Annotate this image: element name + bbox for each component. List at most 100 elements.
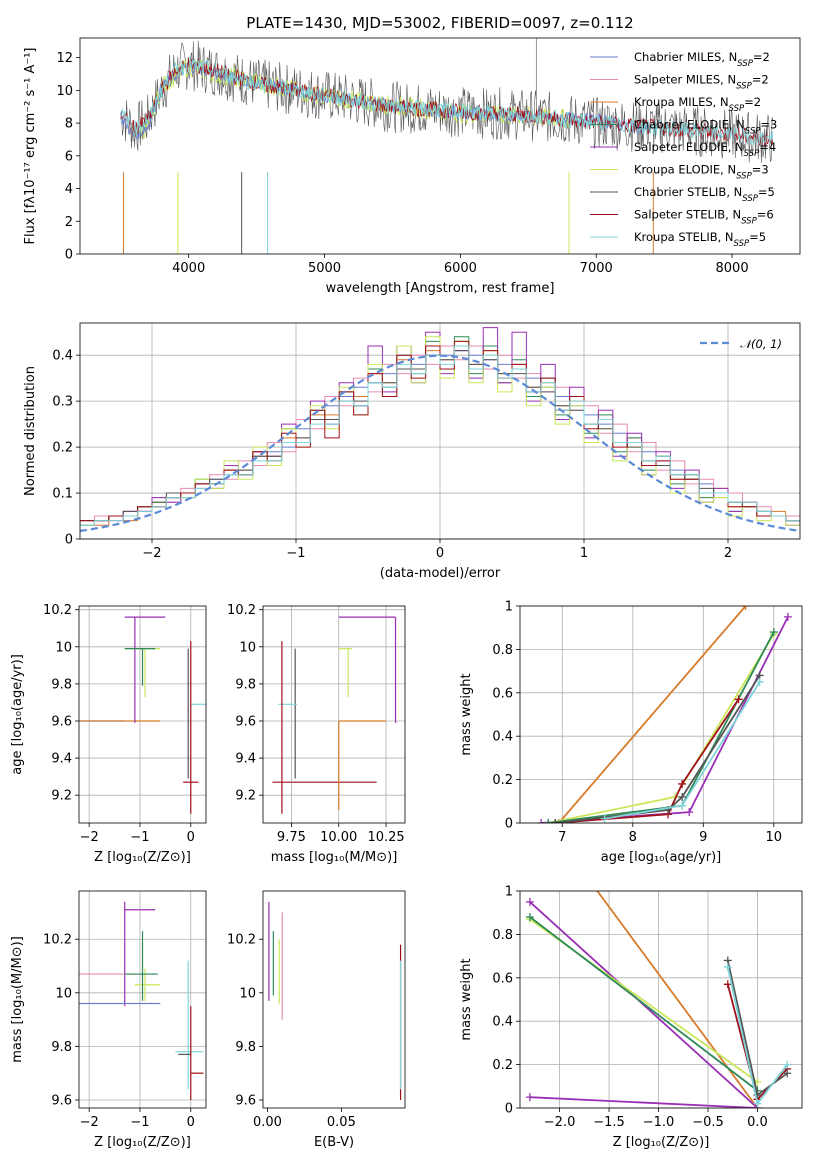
weight-line bbox=[558, 606, 747, 823]
weight-marker bbox=[537, 819, 546, 823]
y-tick-label: 0.6 bbox=[492, 971, 513, 986]
weight-marker bbox=[783, 1060, 792, 1069]
weight-marker bbox=[734, 695, 743, 704]
weight-marker bbox=[723, 980, 732, 989]
weight-marker bbox=[600, 814, 609, 823]
y-axis-label: Normed distribution bbox=[23, 366, 38, 496]
weight-marker bbox=[585, 876, 593, 884]
x-tick-label: −1 bbox=[130, 1115, 149, 1130]
y-tick-label: 0 bbox=[65, 248, 73, 263]
x-tick-label: 10.00 bbox=[320, 830, 357, 845]
x-tick-label: 0 bbox=[436, 546, 444, 561]
x-axis-label: (data-model)/error bbox=[380, 566, 501, 581]
y-tick-label: 0.2 bbox=[52, 441, 73, 456]
x-tick-label: 8 bbox=[629, 830, 637, 845]
weight-marker bbox=[783, 1069, 792, 1078]
weight-marker bbox=[755, 677, 764, 686]
y-tick-label: 9.8 bbox=[51, 1040, 72, 1055]
x-axis-label: Z [log₁₀(Z/Z⊙)] bbox=[613, 1135, 710, 1150]
weight-marker bbox=[678, 779, 687, 788]
y-tick-label: 0.6 bbox=[492, 686, 513, 701]
y-tick-label: 9.6 bbox=[235, 1093, 256, 1108]
y-tick-label: 1 bbox=[505, 600, 513, 615]
y-tick-label: 9.8 bbox=[235, 677, 256, 692]
weight-line bbox=[529, 901, 759, 1108]
plot-area bbox=[79, 616, 206, 814]
histogram-step bbox=[80, 345, 800, 531]
weight-line bbox=[596, 891, 759, 1108]
weight-marker bbox=[741, 606, 750, 610]
axes-mass-weight-vs-age: 7 8 9 10 0 0.2 0.4 0.6 0.8 1 age [log₁₀(age/yr)] ma… bbox=[459, 600, 803, 865]
x-tick-label: 2 bbox=[724, 546, 732, 561]
x-axis-label: Z [log₁₀(Z/Z⊙)] bbox=[94, 1135, 191, 1150]
y-tick-label: 9.6 bbox=[51, 714, 72, 729]
y-tick-label: 10.2 bbox=[43, 603, 72, 618]
y-tick-label: 9.8 bbox=[235, 1040, 256, 1055]
y-tick-label: 0.8 bbox=[492, 928, 513, 943]
chart-panels: 4000 5000 6000 7000 8000024681012wavelength … bbox=[10, 37, 803, 1150]
y-axis-label: mass [log₁₀(M/M⊙)] bbox=[10, 936, 25, 1063]
y-tick-label: 0.4 bbox=[52, 349, 73, 364]
axes-age-vs-mass: 9.75 10.00 10.25 9.2 9.4 9.6 9.8 10 10.2 mass [lo… bbox=[227, 603, 406, 865]
y-tick-label: 0.8 bbox=[492, 643, 513, 658]
y-tick-label: 1 bbox=[505, 885, 513, 900]
gaussian-legend-label: 𝒩(0, 1) bbox=[740, 337, 782, 351]
figure-title: PLATE=1430, MJD=53002, FIBERID=0097, z=0… bbox=[246, 14, 633, 32]
y-tick-label: 9.4 bbox=[235, 752, 256, 767]
y-axis-label: age [log₁₀(age/yr)] bbox=[10, 654, 25, 775]
axis-frame bbox=[519, 890, 803, 1109]
x-tick-label: −1.0 bbox=[643, 1115, 675, 1130]
axes-mass-vs-Z: −2 −1 0 9.6 9.8 10 10.2 Z [log₁₀(Z/Z⊙)] mass [lo… bbox=[10, 890, 207, 1150]
y-tick-label: 9.4 bbox=[51, 752, 72, 767]
y-axis-label: Flux [fλ10⁻¹⁷ erg cm⁻² s⁻¹ A⁻¹] bbox=[23, 48, 38, 245]
x-tick-label: 6000 bbox=[444, 261, 477, 276]
legend-label: Salpeter ELODIE, NSSP=4 bbox=[634, 140, 776, 159]
plot-area bbox=[272, 616, 397, 814]
y-tick-label: 0.4 bbox=[492, 730, 513, 745]
x-axis-label: mass [log₁₀(M/M⊙)] bbox=[271, 850, 398, 865]
y-tick-label: 10.2 bbox=[227, 933, 256, 948]
legend-label: Chabrier STELIB, NSSP=5 bbox=[634, 185, 775, 204]
x-tick-label: 0.05 bbox=[327, 1115, 356, 1130]
x-tick-label: 9.75 bbox=[277, 830, 306, 845]
x-tick-label: 0 bbox=[187, 1115, 195, 1130]
x-tick-label: −0.5 bbox=[692, 1115, 724, 1130]
y-tick-label: 0.2 bbox=[492, 773, 513, 788]
weight-marker bbox=[678, 801, 687, 810]
y-tick-label: 10 bbox=[55, 640, 72, 655]
axis-frame bbox=[519, 605, 803, 824]
axes-mass-weight-vs-Z: −2.0 −1.5 −1.0 −0.5 0.0 0 0.2 0.4 0.6 0.8 1 Z [log₁… bbox=[459, 876, 803, 1150]
axes-age-vs-Z: −2 −1 0 9.2 9.4 9.6 9.8 10 10.2 Z [log₁₀(Z/Z⊙)] ag… bbox=[10, 603, 207, 865]
weight-line bbox=[541, 616, 789, 823]
y-tick-label: 0 bbox=[505, 817, 513, 832]
weight-line bbox=[555, 674, 761, 823]
x-tick-label: −1 bbox=[130, 830, 149, 845]
x-tick-label: 5000 bbox=[308, 261, 341, 276]
y-tick-label: 10.2 bbox=[227, 603, 256, 618]
plot-area bbox=[80, 327, 800, 532]
y-tick-label: 6 bbox=[65, 149, 73, 164]
weight-marker bbox=[685, 808, 694, 817]
weight-marker bbox=[525, 913, 534, 922]
legend-label: Kroupa ELODIE, NSSP=3 bbox=[634, 163, 769, 182]
x-tick-label: 9 bbox=[699, 830, 707, 845]
axis-frame bbox=[262, 890, 406, 1109]
plot-area bbox=[268, 901, 402, 1100]
axes-mass-vs-E(B-V): 0.00 0.05 9.6 9.8 10 10.2 E(B-V) bbox=[227, 890, 406, 1150]
weight-marker bbox=[678, 792, 687, 801]
y-tick-label: 9.2 bbox=[235, 789, 256, 804]
legend-label: Salpeter MILES, NSSP=2 bbox=[634, 73, 769, 92]
spectrum-legend: Chabrier MILES, NSSP=2 Salpeter MILES, NS… bbox=[590, 50, 777, 249]
y-tick-label: 10 bbox=[239, 640, 256, 655]
plot-area bbox=[79, 901, 204, 1100]
y-tick-label: 0.2 bbox=[492, 1058, 513, 1073]
weight-marker bbox=[753, 1099, 762, 1108]
axis-frame bbox=[262, 605, 406, 824]
y-tick-label: 10 bbox=[56, 84, 73, 99]
legend-label: Kroupa STELIB, NSSP=5 bbox=[634, 230, 766, 249]
weight-line bbox=[529, 916, 759, 1092]
histogram-step bbox=[80, 336, 800, 526]
x-tick-label: 7000 bbox=[580, 261, 613, 276]
plot-area bbox=[537, 606, 792, 823]
weight-marker bbox=[525, 1093, 534, 1102]
